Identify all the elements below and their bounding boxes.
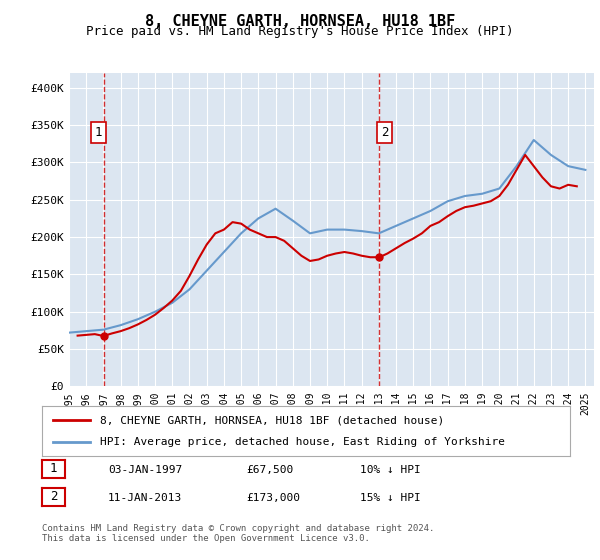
Text: 11-JAN-2013: 11-JAN-2013 [108, 493, 182, 503]
Text: 15% ↓ HPI: 15% ↓ HPI [360, 493, 421, 503]
Text: 2: 2 [50, 490, 57, 503]
Text: 10% ↓ HPI: 10% ↓ HPI [360, 465, 421, 475]
Text: 1: 1 [50, 462, 57, 475]
Text: 03-JAN-1997: 03-JAN-1997 [108, 465, 182, 475]
Text: 1: 1 [95, 126, 102, 139]
Text: £173,000: £173,000 [246, 493, 300, 503]
Text: HPI: Average price, detached house, East Riding of Yorkshire: HPI: Average price, detached house, East… [100, 437, 505, 447]
Text: 8, CHEYNE GARTH, HORNSEA, HU18 1BF (detached house): 8, CHEYNE GARTH, HORNSEA, HU18 1BF (deta… [100, 415, 445, 425]
Text: 2: 2 [381, 126, 388, 139]
Text: £67,500: £67,500 [246, 465, 293, 475]
Text: Contains HM Land Registry data © Crown copyright and database right 2024.
This d: Contains HM Land Registry data © Crown c… [42, 524, 434, 543]
Text: 8, CHEYNE GARTH, HORNSEA, HU18 1BF: 8, CHEYNE GARTH, HORNSEA, HU18 1BF [145, 14, 455, 29]
Text: Price paid vs. HM Land Registry's House Price Index (HPI): Price paid vs. HM Land Registry's House … [86, 25, 514, 38]
